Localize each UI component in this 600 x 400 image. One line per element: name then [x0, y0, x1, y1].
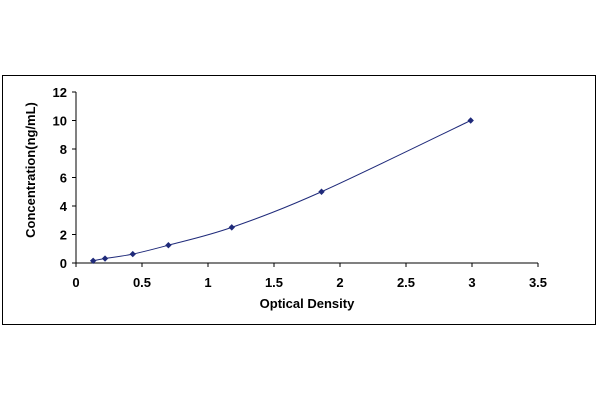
data-point-marker: [89, 257, 97, 264]
x-tick-label: 3: [468, 275, 475, 290]
data-point-marker: [318, 188, 325, 195]
y-tick-label: 4: [60, 199, 68, 214]
data-points: [89, 117, 474, 264]
y-axis-title: Concentration(ng/mL): [23, 102, 38, 238]
y-tick-label: 6: [60, 171, 67, 186]
data-point-marker: [165, 241, 172, 249]
x-tick-label: 2.5: [397, 275, 415, 290]
x-axis-title: Optical Density: [260, 296, 355, 311]
chart-axes: [75, 92, 538, 264]
data-point-marker: [129, 250, 136, 258]
y-tick-label: 12: [53, 85, 67, 100]
data-point-marker: [467, 117, 474, 124]
y-tick-label: 0: [60, 256, 67, 271]
fit-curve-layer: [93, 120, 471, 262]
chart-frame: [2, 75, 596, 325]
x-tick-label: 3.5: [529, 275, 547, 290]
x-tick-label: 1.5: [265, 275, 283, 290]
chart-ticks: 0 0.5 1 1.5 2 2.5 3 3.5 0 2 4 6 8 10 12: [53, 85, 548, 290]
data-point-marker: [228, 224, 235, 231]
x-tick-label: 0: [72, 275, 79, 290]
y-tick-label: 10: [53, 114, 67, 129]
data-point-marker: [101, 255, 109, 262]
x-tick-label: 2: [336, 275, 343, 290]
fit-curve: [93, 120, 471, 262]
x-tick-label: 0.5: [133, 275, 151, 290]
x-tick-label: 1: [204, 275, 211, 290]
y-tick-label: 2: [60, 228, 67, 243]
y-tick-label: 8: [60, 142, 67, 157]
